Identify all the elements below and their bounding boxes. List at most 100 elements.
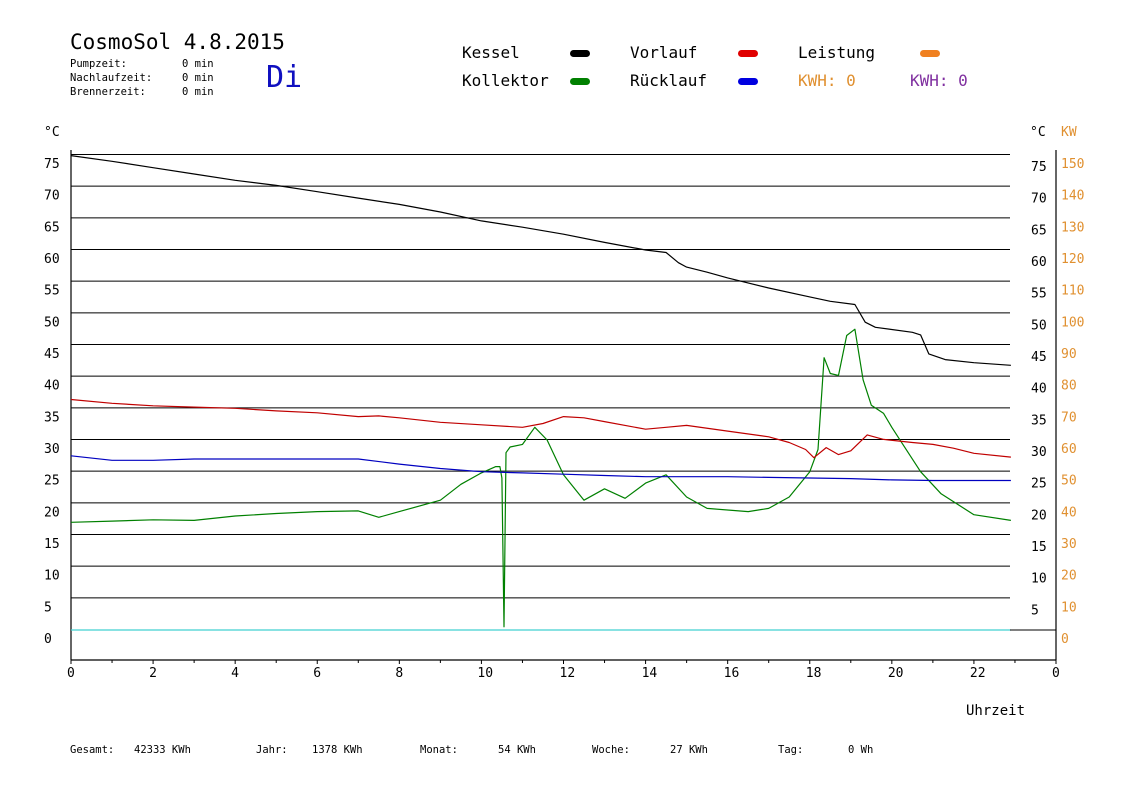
legend-kollektor-label: Kollektor xyxy=(462,71,549,90)
y-tick-label-right: 60 xyxy=(1031,255,1047,270)
x-tick-label: 6 xyxy=(313,666,321,681)
kw-tick-label: 120 xyxy=(1061,252,1084,267)
x-tick-label: 12 xyxy=(560,666,576,681)
footer-woche-label: Woche: xyxy=(592,744,630,756)
nachlaufzeit-value: 0 min xyxy=(182,72,214,84)
footer-gesamt-value: 42333 KWh xyxy=(134,744,191,756)
y-tick-label-left: 55 xyxy=(44,284,60,299)
chart-lines xyxy=(70,155,1056,631)
y-tick-label-left: 45 xyxy=(44,347,60,362)
kw-tick-label: 70 xyxy=(1061,410,1077,425)
y-tick-label-left: 65 xyxy=(44,220,60,235)
legend-kollektor-swatch xyxy=(570,78,590,85)
x-tick-label: 2 xyxy=(149,666,157,681)
y-tick-label-left: 70 xyxy=(44,189,60,204)
kw-tick-label: 90 xyxy=(1061,347,1077,362)
kw-tick-label: 150 xyxy=(1061,157,1084,172)
legend-vorlauf-swatch xyxy=(738,50,758,57)
x-tick-label: 20 xyxy=(888,666,904,681)
kw-tick-label: 20 xyxy=(1061,569,1077,584)
y-tick-label-right: 5 xyxy=(1031,603,1039,618)
kw-tick-label: 110 xyxy=(1061,284,1084,299)
nachlaufzeit-label: Nachlaufzeit: xyxy=(70,72,153,84)
y-tick-label-right: 35 xyxy=(1031,413,1047,428)
footer-gesamt-label: Gesamt: xyxy=(70,744,115,756)
kw-tick-label: 0 xyxy=(1061,632,1069,647)
legend-kessel-label: Kessel xyxy=(462,43,520,62)
y-tick-label-left: 40 xyxy=(44,379,60,394)
y-tick-label-right: 15 xyxy=(1031,540,1047,555)
x-tick-label: 22 xyxy=(970,666,986,681)
legend-vorlauf-label: Vorlauf xyxy=(630,43,698,62)
x-tick-label: 8 xyxy=(395,666,403,681)
footer-monat-value: 54 KWh xyxy=(498,744,536,756)
chart-ticks: 7570656055504540353025201510507570656055… xyxy=(44,157,1084,681)
y-tick-label-right: 50 xyxy=(1031,318,1047,333)
y-tick-label-right: 75 xyxy=(1031,160,1047,175)
x-tick-label: 18 xyxy=(806,666,822,681)
footer-tag-label: Tag: xyxy=(778,744,804,756)
legend-leistung-label: Leistung xyxy=(798,43,876,62)
footer-jahr-value: 1378 KWh xyxy=(312,744,363,756)
y-tick-label-left: 25 xyxy=(44,474,60,489)
right-axis-kw-unit: KW xyxy=(1061,125,1077,140)
series-line-rcklauf xyxy=(70,455,1011,482)
x-tick-label: 10 xyxy=(477,666,493,681)
kw-tick-label: 60 xyxy=(1061,442,1077,457)
legend-kwh-orange: KWH: 0 xyxy=(798,71,856,90)
x-tick-label: 0 xyxy=(67,666,75,681)
x-tick-label: 16 xyxy=(724,666,740,681)
footer-woche-value: 27 KWh xyxy=(670,744,708,756)
y-tick-label-left: 5 xyxy=(44,600,52,615)
pumpzeit-label: Pumpzeit: xyxy=(70,58,127,70)
left-axis-unit: °C xyxy=(44,125,60,140)
weekday-label: Di xyxy=(266,60,303,95)
y-tick-label-left: 75 xyxy=(44,157,60,172)
y-tick-label-right: 55 xyxy=(1031,287,1047,302)
y-tick-label-left: 60 xyxy=(44,252,60,267)
y-tick-label-left: 30 xyxy=(44,442,60,457)
brennerzeit-label: Brennerzeit: xyxy=(70,86,146,98)
footer-tag-value: 0 Wh xyxy=(848,744,874,756)
footer-monat-label: Monat: xyxy=(420,744,458,756)
y-tick-label-left: 50 xyxy=(44,315,60,330)
brennerzeit-value: 0 min xyxy=(182,86,214,98)
legend-ruecklauf-swatch xyxy=(738,78,758,85)
y-tick-label-right: 30 xyxy=(1031,445,1047,460)
y-tick-label-left: 10 xyxy=(44,569,60,584)
pumpzeit-value: 0 min xyxy=(182,58,214,70)
y-tick-label-right: 25 xyxy=(1031,477,1047,492)
y-tick-label-right: 70 xyxy=(1031,192,1047,207)
y-tick-label-right: 40 xyxy=(1031,382,1047,397)
legend-kessel-swatch xyxy=(570,50,590,57)
x-tick-label: 14 xyxy=(642,666,658,681)
x-tick-label: 0 xyxy=(1052,666,1060,681)
chart-axes xyxy=(70,150,1057,661)
right-axis-unit: °C xyxy=(1030,125,1046,140)
y-tick-label-left: 0 xyxy=(44,632,52,647)
series-line-kessel xyxy=(70,155,1011,366)
series-line-vorlauf xyxy=(70,398,1011,459)
kw-tick-label: 140 xyxy=(1061,189,1084,204)
y-tick-label-left: 35 xyxy=(44,410,60,425)
kw-tick-label: 30 xyxy=(1061,537,1077,552)
y-tick-label-right: 10 xyxy=(1031,572,1047,587)
y-tick-label-left: 15 xyxy=(44,537,60,552)
y-tick-label-right: 20 xyxy=(1031,508,1047,523)
kw-tick-label: 100 xyxy=(1061,315,1084,330)
series-line-kollektor xyxy=(70,328,1011,628)
kw-tick-label: 50 xyxy=(1061,474,1077,489)
kw-tick-label: 130 xyxy=(1061,220,1084,235)
y-tick-label-left: 20 xyxy=(44,505,60,520)
chart-grid xyxy=(71,154,1010,599)
chart-title: CosmoSol 4.8.2015 xyxy=(70,30,285,54)
legend-kwh-purple: KWH: 0 xyxy=(910,71,968,90)
y-tick-label-right: 65 xyxy=(1031,223,1047,238)
kw-tick-label: 80 xyxy=(1061,379,1077,394)
legend-ruecklauf-label: Rücklauf xyxy=(630,71,708,90)
footer-jahr-label: Jahr: xyxy=(256,744,288,756)
kw-tick-label: 10 xyxy=(1061,600,1077,615)
legend-leistung-swatch xyxy=(920,50,940,57)
x-axis-label: Uhrzeit xyxy=(966,703,1025,719)
